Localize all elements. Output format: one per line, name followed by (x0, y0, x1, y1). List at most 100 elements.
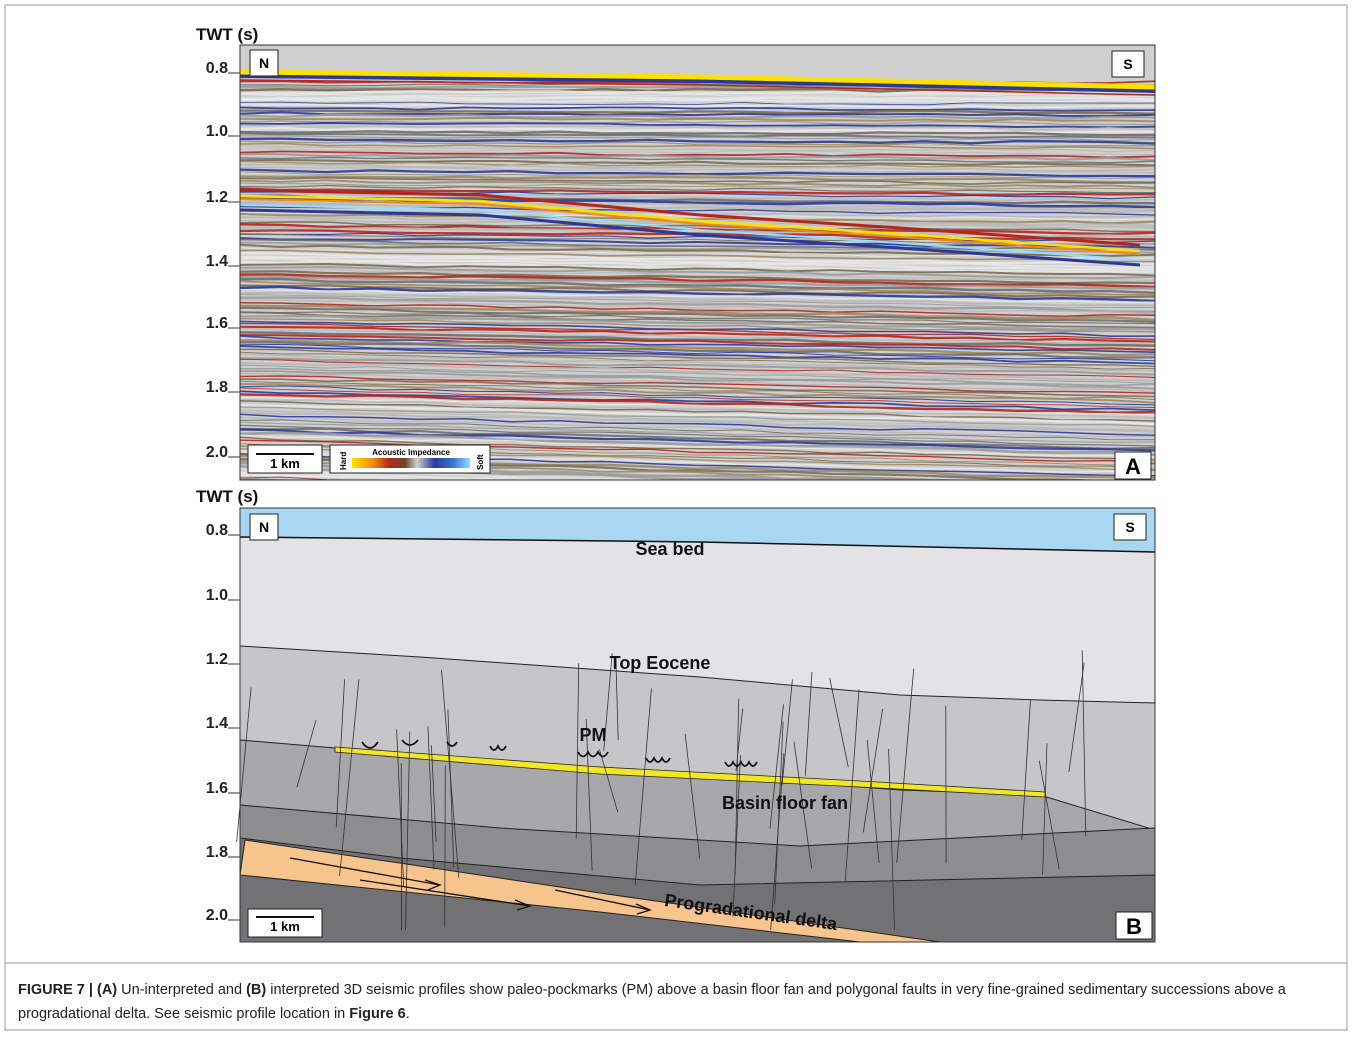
y-tick-label: 0.8 (206, 522, 228, 539)
scale-box (247, 908, 323, 938)
reflector (240, 237, 1155, 249)
reflector (240, 277, 1155, 294)
reflector (240, 280, 1155, 296)
fault (1038, 760, 1060, 870)
reflector (240, 140, 1155, 147)
reflector (240, 387, 1155, 408)
reflector (240, 265, 1155, 280)
reflector (240, 263, 1155, 277)
reflector (240, 341, 1155, 359)
reflector (240, 325, 1155, 343)
reflector (240, 406, 1155, 428)
seabed-reflector (240, 69, 1155, 90)
reflector (240, 276, 1155, 290)
reflector (240, 404, 1155, 426)
reflector (240, 145, 1155, 153)
reflector (240, 142, 1155, 150)
reflector (240, 95, 1155, 102)
fault (585, 718, 593, 871)
fault (396, 729, 405, 887)
scale-label: 1 km (270, 456, 300, 471)
reflector (240, 304, 1155, 322)
reflector (240, 249, 1155, 263)
reflector (240, 380, 1155, 401)
reflector (240, 234, 1155, 245)
reflector (240, 362, 1155, 382)
fault (732, 755, 741, 917)
reflector (240, 473, 487, 480)
reflector (240, 478, 322, 480)
reflector (240, 383, 1155, 404)
fault (603, 653, 613, 751)
reflector (240, 375, 1155, 394)
reflector (240, 241, 1155, 254)
colorbar-title: Acoustic Impedance (372, 448, 450, 457)
reflector (240, 156, 1155, 164)
reflector (240, 176, 1155, 185)
pockmarks (361, 739, 758, 767)
reflector (240, 427, 1155, 450)
reflector (240, 120, 1155, 126)
reflector (240, 221, 1155, 233)
reflector (240, 397, 1155, 416)
fault (1068, 662, 1085, 772)
fault (844, 689, 860, 881)
reflector (240, 296, 1155, 313)
reflector (240, 87, 1155, 93)
y-tick-label: 1.0 (206, 123, 228, 140)
reflector (240, 421, 1155, 444)
caption-text: interpreted 3D seismic profiles show pal… (18, 982, 1286, 1022)
panel-label: B (1126, 914, 1142, 939)
reflector (240, 137, 1155, 145)
reflector (240, 439, 1155, 465)
reflector (240, 357, 1155, 376)
seabed-reflector (240, 74, 1155, 93)
fault (431, 745, 437, 843)
reflector (240, 345, 1155, 365)
fault (793, 741, 812, 869)
reflector (240, 393, 1155, 414)
seabed-reflector (240, 79, 1155, 96)
reflector (240, 135, 1155, 142)
reflector (240, 434, 1155, 458)
caption-ref: Figure 6 (349, 1006, 406, 1022)
reflector (240, 98, 1155, 103)
reflector (240, 370, 1155, 390)
reflector (240, 158, 1155, 167)
outer-frame (4, 4, 1348, 1031)
panel-label-box (1114, 451, 1152, 480)
reflector (240, 93, 1155, 98)
reflector (240, 373, 1155, 393)
south-label: S (1125, 519, 1134, 535)
y-tick-label: 1.0 (206, 587, 228, 604)
y-tick-label: 1.8 (206, 379, 228, 396)
reflector (240, 126, 1155, 134)
reflector (240, 348, 1155, 368)
reflector (240, 378, 1155, 398)
fault (781, 679, 793, 786)
fault (634, 688, 652, 885)
reflector (240, 431, 1155, 457)
reflector (240, 175, 1155, 184)
reflector (240, 343, 1155, 362)
fault (735, 708, 744, 772)
sea-bed-label: Sea bed (635, 539, 704, 559)
fault (405, 731, 411, 931)
reflector (240, 273, 1155, 289)
reflector (240, 288, 1155, 303)
reflector (240, 413, 1155, 436)
reflector (240, 327, 1155, 346)
reflector (240, 184, 1155, 194)
reflector (240, 179, 1155, 189)
reflector (240, 331, 1155, 348)
reflector (240, 103, 1155, 109)
reflector (240, 424, 1155, 447)
reflector (240, 238, 1155, 251)
fault (1081, 650, 1087, 837)
reflector (240, 122, 1155, 129)
reflector (240, 150, 1155, 159)
reflector (240, 202, 1155, 214)
colorbar (352, 458, 470, 468)
fault (862, 708, 883, 833)
